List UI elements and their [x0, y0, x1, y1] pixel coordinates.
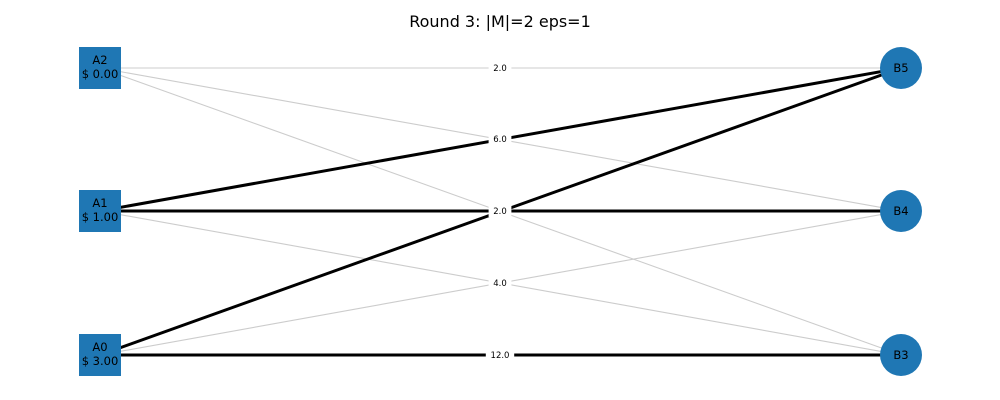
node-name: B4: [893, 204, 908, 218]
node-price: $ 1.00: [82, 210, 119, 224]
node-price: $ 0.00: [82, 67, 119, 81]
diagram-title: Round 3: |M|=2 eps=1: [409, 12, 591, 31]
node-name: A2: [92, 53, 107, 67]
nodes-group: A2$ 0.00 A1$ 1.00 A0$ 3.00 B5 B4 B3: [79, 47, 922, 376]
svg-text:6.0: 6.0: [493, 135, 507, 145]
svg-text:2.0: 2.0: [493, 64, 507, 74]
edge-label: 4.0: [488, 277, 512, 289]
node-a1: A1$ 1.00: [79, 190, 121, 232]
node-price: $ 3.00: [82, 354, 119, 368]
node-name: A1: [92, 196, 107, 210]
edge-label: 6.0: [488, 133, 512, 145]
svg-text:4.0: 4.0: [493, 279, 507, 289]
node-b4: B4: [880, 190, 922, 232]
node-b5: B5: [880, 47, 922, 89]
svg-text:2.0: 2.0: [493, 207, 507, 217]
svg-text:12.0: 12.0: [491, 351, 510, 361]
node-name: B3: [893, 348, 908, 362]
edge-label: 12.0: [485, 349, 515, 361]
node-b3: B3: [880, 334, 922, 376]
node-name: A0: [92, 340, 107, 354]
edge-label: 2.0: [488, 62, 512, 74]
edge-labels-group: 2.0 6.0 2.0 4.0 12.0: [485, 62, 515, 361]
node-a2: A2$ 0.00: [79, 47, 121, 89]
node-a0: A0$ 3.00: [79, 334, 121, 376]
edge-label: 2.0: [488, 205, 512, 217]
node-name: B5: [893, 61, 908, 75]
